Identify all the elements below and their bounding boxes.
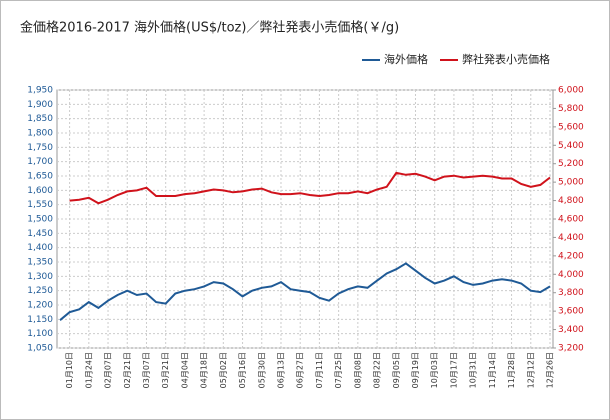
x-tick-label: 08月08日: [353, 352, 362, 388]
y2-tick-label: 4,400: [558, 233, 584, 243]
y-tick-label: 1,750: [27, 143, 53, 153]
y-tick-label: 1,800: [27, 129, 53, 139]
x-tick-label: 10月31日: [469, 352, 478, 388]
y-tick-label: 1,600: [27, 186, 53, 196]
y2-tick-label: 6,000: [558, 86, 584, 96]
y-tick-label: 1,300: [27, 272, 53, 282]
y2-tick-label: 5,600: [558, 122, 584, 132]
x-tick-label: 11月28日: [507, 352, 516, 388]
y2-tick-label: 3,400: [558, 325, 584, 335]
x-tick-label: 02月07日: [104, 352, 113, 388]
x-tick-label: 06月27日: [296, 352, 305, 388]
x-tick-label: 04月18日: [200, 352, 209, 388]
x-tick-label: 03月21日: [161, 352, 170, 388]
y2-tick-label: 5,800: [558, 104, 584, 114]
x-tick-label: 09月05日: [392, 352, 401, 388]
x-tick-label: 05月30日: [257, 352, 266, 388]
y2-tick-label: 4,000: [558, 270, 584, 280]
y-tick-label: 1,700: [27, 157, 53, 167]
x-tick-label: 05月02日: [219, 352, 228, 388]
x-tick-label: 10月17日: [449, 352, 458, 388]
series-line: [69, 171, 551, 205]
x-tick-label: 07月25日: [334, 352, 343, 388]
y-tick-label: 1,950: [27, 86, 53, 96]
x-tick-label: 11月14日: [488, 352, 497, 388]
series-line: [59, 262, 551, 321]
x-tick-label: 09月19日: [411, 352, 420, 388]
y-tick-label: 1,850: [27, 114, 53, 124]
y2-tick-label: 4,200: [558, 251, 584, 261]
y-tick-label: 1,500: [27, 215, 53, 225]
y-tick-label: 1,200: [27, 301, 53, 311]
legend-label: 弊社発表小売価格: [462, 52, 550, 66]
y-tick-label: 1,400: [27, 243, 53, 253]
y-tick-label: 1,150: [27, 315, 53, 325]
y2-tick-label: 4,600: [558, 215, 584, 225]
y-tick-label: 1,250: [27, 286, 53, 296]
y-tick-label: 1,900: [27, 100, 53, 110]
y2-tick-label: 5,000: [558, 178, 584, 188]
x-tick-label: 04月04日: [180, 352, 189, 388]
x-tick-label: 07月11日: [315, 352, 324, 388]
y2-tick-label: 5,200: [558, 159, 584, 169]
x-tick-label: 01月10日: [65, 352, 74, 388]
y2-tick-label: 3,600: [558, 307, 584, 317]
y-tick-label: 1,350: [27, 258, 53, 268]
x-tick-label: 03月07日: [142, 352, 151, 388]
x-tick-label: 01月24日: [84, 352, 93, 388]
y-tick-label: 1,650: [27, 172, 53, 182]
y2-tick-label: 3,200: [558, 344, 584, 354]
y2-tick-label: 3,800: [558, 288, 584, 298]
x-tick-label: 06月13日: [276, 352, 285, 388]
x-tick-label: 05月16日: [238, 352, 247, 388]
x-tick-label: 02月21日: [123, 352, 132, 388]
y-tick-label: 1,550: [27, 200, 53, 210]
x-tick-label: 08月22日: [373, 352, 382, 388]
y-tick-label: 1,050: [27, 344, 53, 354]
chart-title: 金価格2016-2017 海外価格(US$/toz)／弊社発表小売価格(￥/g): [20, 20, 399, 36]
y-tick-label: 1,450: [27, 229, 53, 239]
y2-tick-label: 5,400: [558, 141, 584, 151]
y2-tick-label: 4,800: [558, 196, 584, 206]
legend-label: 海外価格: [384, 52, 428, 66]
y-tick-label: 1,100: [27, 329, 53, 339]
x-tick-label: 12月12日: [526, 352, 535, 388]
x-tick-label: 12月26日: [546, 352, 555, 388]
x-tick-label: 10月03日: [430, 352, 439, 388]
